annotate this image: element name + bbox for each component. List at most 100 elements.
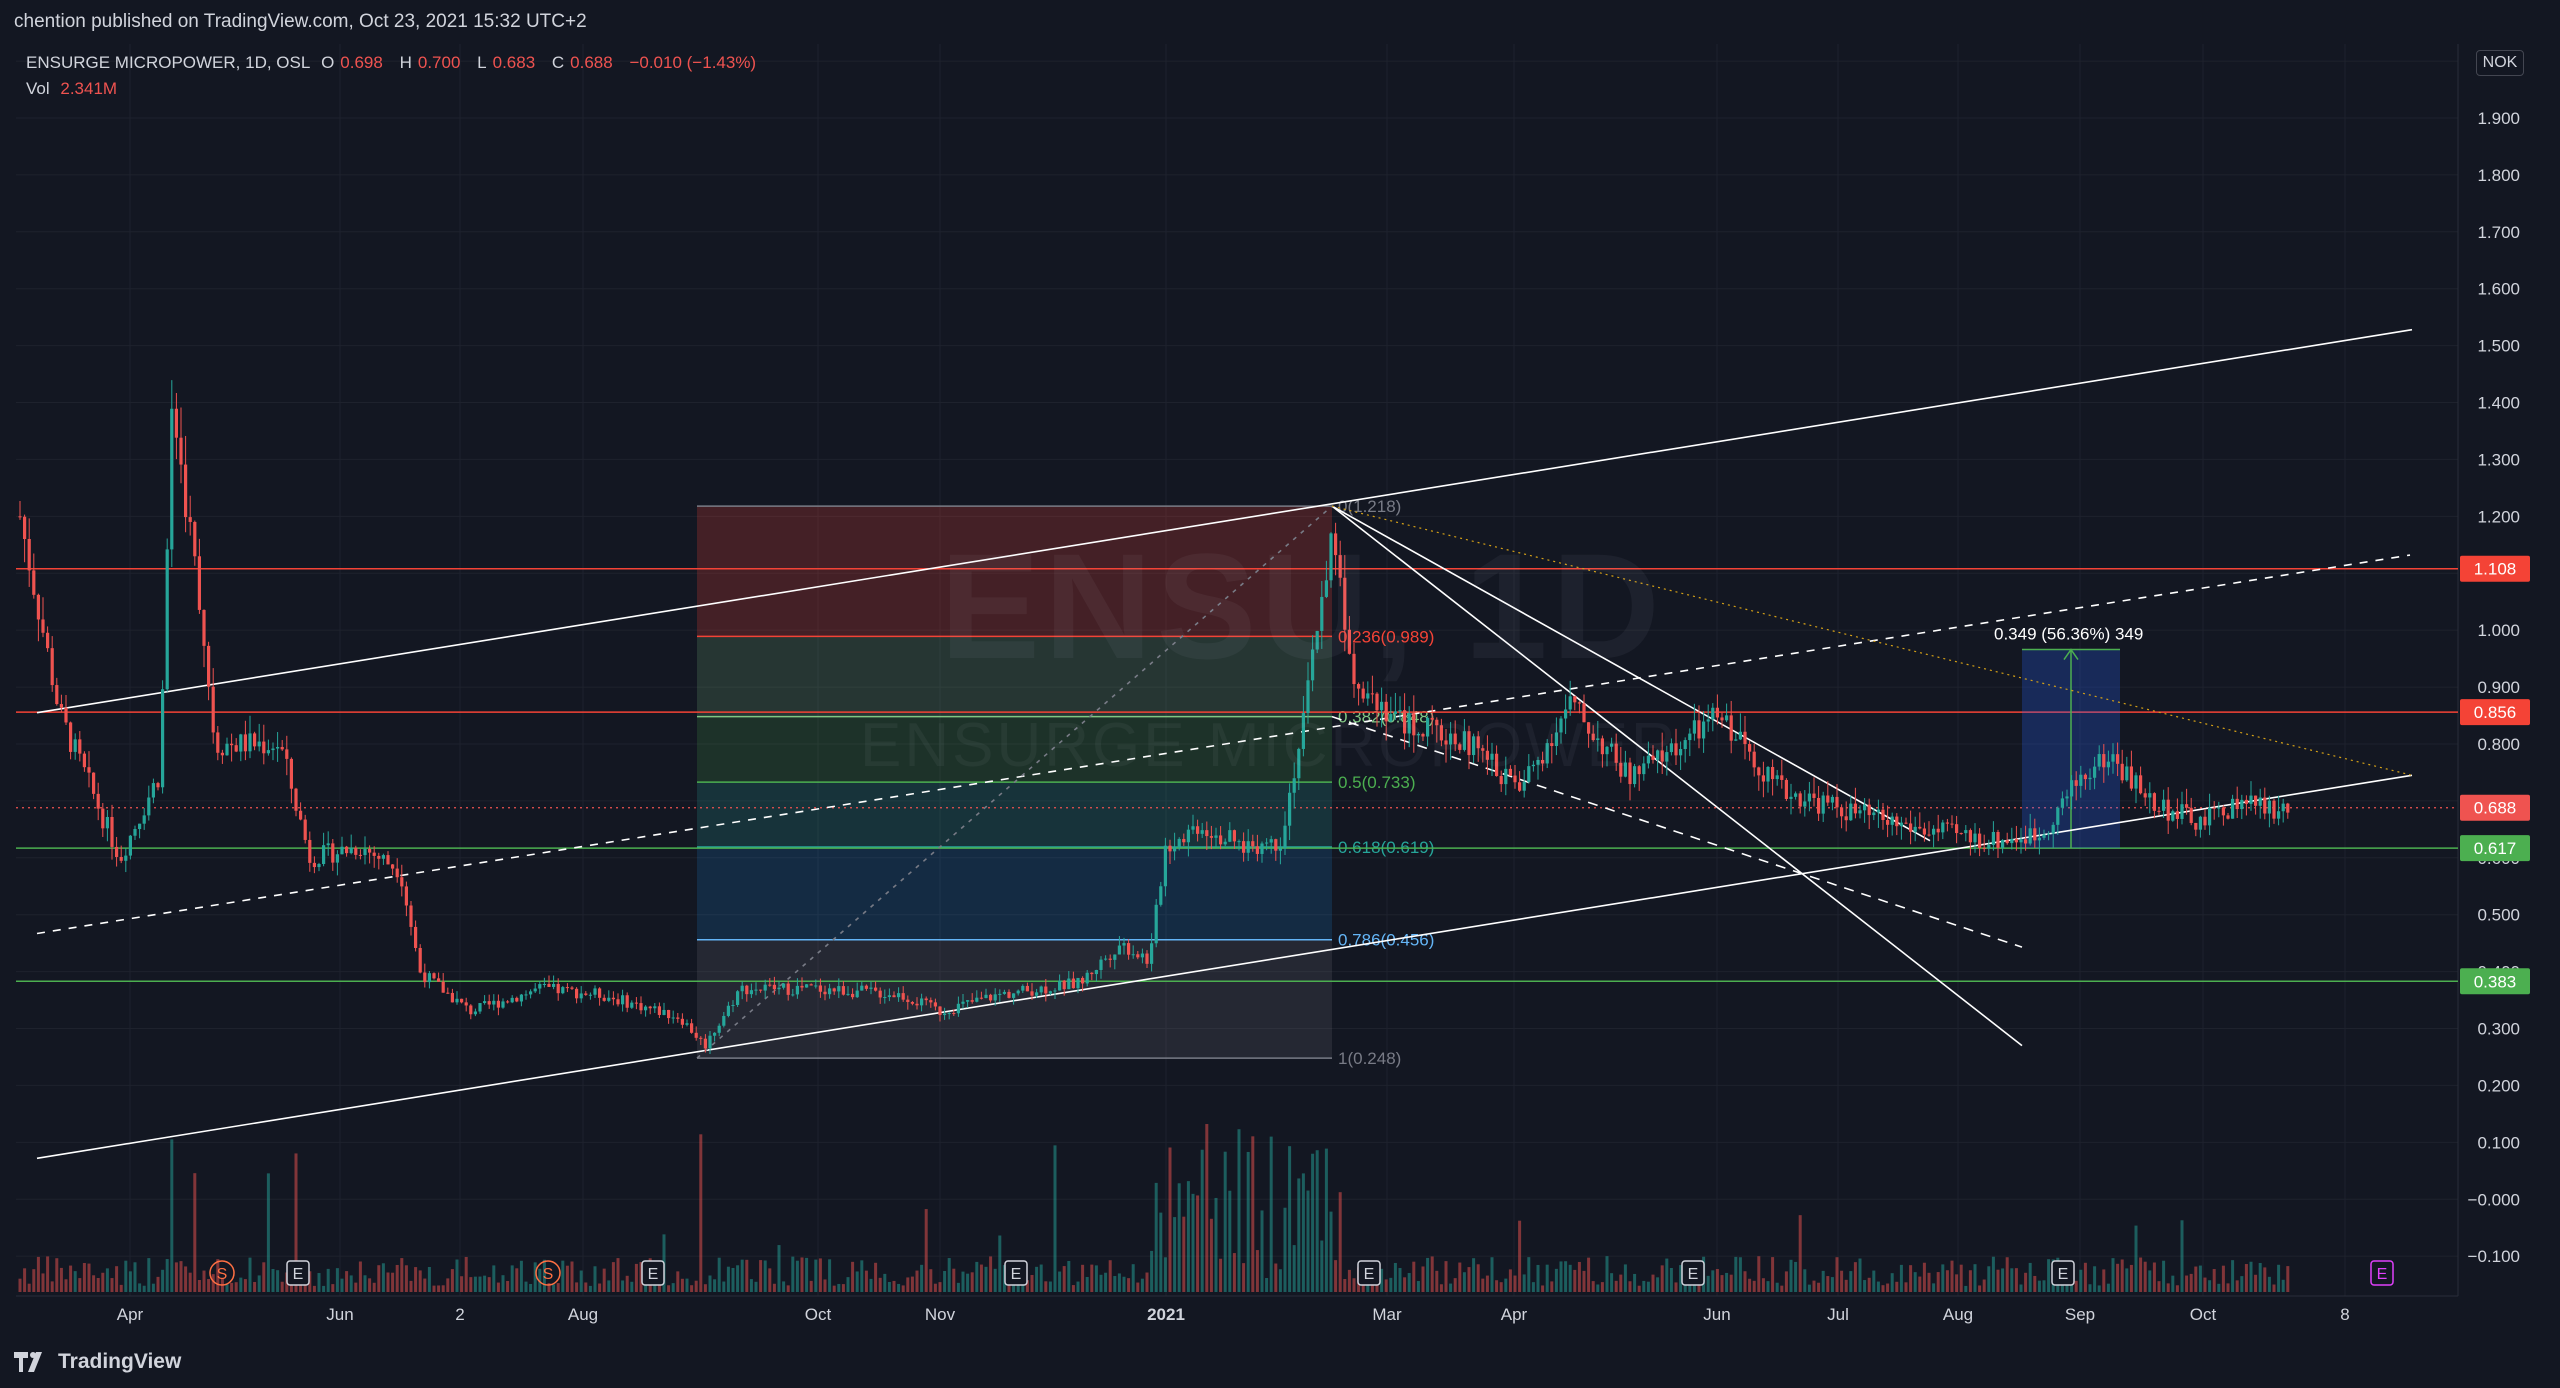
- currency-button[interactable]: NOK: [2476, 50, 2524, 76]
- candle-body: [2208, 807, 2212, 826]
- candle-body: [197, 556, 201, 610]
- volume-bar: [501, 1275, 505, 1292]
- volume-bar: [473, 1276, 477, 1292]
- candle-body: [1674, 743, 1678, 756]
- candle-body: [1039, 986, 1043, 993]
- candle-body: [1522, 781, 1526, 791]
- earnings-event-marker[interactable]: [2370, 1260, 2394, 1286]
- volume-bar: [506, 1280, 510, 1292]
- volume-bar: [1927, 1272, 1931, 1292]
- volume-bar: [1872, 1270, 1876, 1292]
- candle-body: [906, 999, 910, 1003]
- price-tag: [2460, 794, 2530, 821]
- candle-body: [1987, 844, 1991, 849]
- descending-line-upper[interactable]: [1331, 505, 1931, 842]
- volume-bar: [1306, 1190, 1310, 1292]
- volume-bar: [1858, 1258, 1862, 1292]
- candle-body: [492, 1000, 496, 1005]
- tradingview-logo[interactable]: TradingView: [14, 1350, 181, 1374]
- volume-bar: [1955, 1274, 1959, 1292]
- candle-body: [634, 1002, 638, 1004]
- candle-body: [1163, 845, 1167, 887]
- candle-body: [2231, 798, 2235, 819]
- candle-body: [846, 993, 850, 995]
- descending-dashed[interactable]: [1331, 715, 2023, 948]
- candle-body: [2065, 796, 2069, 799]
- candle-body: [1660, 750, 1664, 762]
- volume-bar: [1890, 1273, 1894, 1292]
- candle-body: [1311, 649, 1315, 681]
- symbol-name[interactable]: ENSURGE MICROPOWER, 1D, OSL: [26, 53, 311, 72]
- volume-bar: [1182, 1216, 1186, 1292]
- volume-bar: [1803, 1269, 1807, 1292]
- volume-bar: [1416, 1281, 1420, 1292]
- time-axis-tick: Nov: [925, 1305, 956, 1324]
- volume-bar: [1329, 1211, 1333, 1292]
- low-value: 0.683: [492, 53, 536, 72]
- candle-body: [1481, 748, 1485, 751]
- volume-bar: [1067, 1260, 1071, 1292]
- volume-bar: [1265, 1277, 1269, 1292]
- volume-bar: [1715, 1269, 1719, 1292]
- volume-bar: [179, 1261, 183, 1292]
- descending-line-lower[interactable]: [1331, 505, 2023, 1047]
- price-chart[interactable]: 0(1.218)0.236(0.989)0.382(0.848)0.5(0.73…: [0, 0, 2560, 1336]
- candle-body: [1803, 801, 1807, 807]
- volume-bar: [1269, 1136, 1273, 1292]
- volume-bar: [427, 1266, 431, 1292]
- volume-bar: [2272, 1284, 2276, 1292]
- earnings-event-marker[interactable]: [1681, 1260, 1705, 1286]
- volume-bar: [1522, 1274, 1526, 1292]
- volume-bar: [1913, 1272, 1917, 1292]
- volume-bar: [961, 1271, 965, 1292]
- candle-body: [1858, 810, 1862, 814]
- price-tag-text: 0.856: [2474, 703, 2517, 722]
- volume-bar: [855, 1271, 859, 1292]
- volume-bar: [1752, 1280, 1756, 1292]
- split-event-marker[interactable]: [209, 1260, 235, 1286]
- earnings-event-marker[interactable]: [1357, 1260, 1381, 1286]
- candle-body: [1697, 720, 1701, 739]
- volume-bar: [1122, 1276, 1126, 1292]
- earnings-event-marker[interactable]: [286, 1260, 310, 1286]
- volume-bar: [979, 1264, 983, 1292]
- volume-bar: [2180, 1220, 2184, 1292]
- split-event-marker[interactable]: [535, 1260, 561, 1286]
- upper-channel-line[interactable]: [36, 328, 2413, 714]
- fib-diagonal[interactable]: [696, 505, 1333, 1059]
- candle-body: [1352, 653, 1356, 685]
- candle-body: [1278, 848, 1282, 851]
- time-axis-tick: Jun: [1703, 1305, 1730, 1324]
- candle-body: [1071, 978, 1075, 989]
- candle-body: [2267, 800, 2271, 814]
- candle-body: [1711, 707, 1715, 720]
- volume-bar: [547, 1283, 551, 1292]
- candle-body: [901, 993, 905, 1000]
- earnings-event-marker[interactable]: [2051, 1260, 2075, 1286]
- volume-bar: [777, 1245, 781, 1292]
- volume-bar: [754, 1281, 758, 1292]
- volume-bar: [510, 1265, 514, 1292]
- candle-body: [529, 991, 533, 995]
- fib-level-label: 1(0.248): [1338, 1049, 1401, 1068]
- earnings-event-marker[interactable]: [1004, 1260, 1028, 1286]
- candle-body: [1766, 767, 1770, 782]
- middle-channel-dashed[interactable]: [36, 554, 2411, 935]
- volume-bar: [1757, 1256, 1761, 1292]
- volume-bar: [1380, 1268, 1384, 1292]
- earnings-event-marker[interactable]: [641, 1260, 665, 1286]
- candle-body: [1104, 958, 1108, 960]
- volume-bar: [1835, 1257, 1839, 1292]
- candle-body: [1973, 833, 1977, 843]
- candle-body: [128, 835, 132, 856]
- candle-body: [869, 987, 873, 989]
- candle-body: [947, 1013, 951, 1015]
- volume-bar: [745, 1259, 749, 1292]
- candle-body: [2079, 774, 2083, 786]
- volume-bar: [1729, 1274, 1733, 1292]
- vol-label[interactable]: Vol: [26, 79, 50, 98]
- candle-body: [1025, 985, 1029, 992]
- candle-body: [1260, 843, 1264, 854]
- candle-body: [414, 926, 418, 948]
- volume-bar: [1504, 1278, 1508, 1292]
